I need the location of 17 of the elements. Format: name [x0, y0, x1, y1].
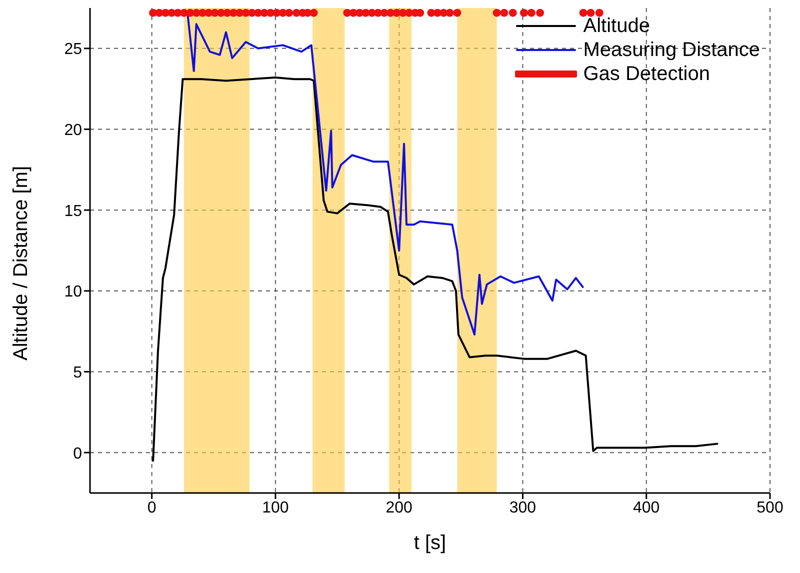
y-tick-label: 0 [73, 445, 82, 462]
y-tick-label: 15 [64, 202, 82, 220]
y-axis-title: Altitude / Distance [m] [10, 166, 32, 360]
x-tick-label: 500 [756, 499, 784, 516]
x-tick-label: 400 [633, 499, 660, 516]
x-tick-label: 200 [386, 499, 413, 516]
y-tick-label: 10 [64, 284, 82, 301]
x-tick-label: 100 [262, 499, 289, 516]
x-axis-title: t [s] [414, 532, 446, 554]
y-tick-label: 25 [64, 41, 82, 58]
legend-label: Measuring Distance [583, 38, 760, 62]
y-tick-label: 5 [73, 364, 82, 382]
x-tick-label: 300 [509, 499, 536, 516]
y-tick-label: 20 [64, 122, 82, 139]
legend-label: Altitude [583, 14, 650, 38]
x-tick-label: 0 [147, 499, 156, 516]
legend-label: Gas Detection [583, 62, 710, 86]
